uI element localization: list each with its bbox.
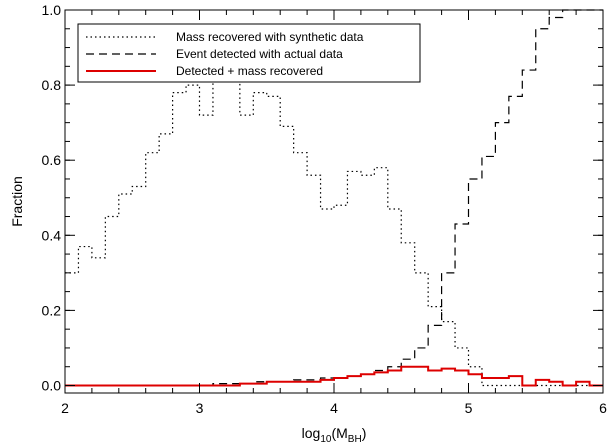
x-axis-label-open: (M (331, 425, 347, 441)
x-tick-label: 2 (61, 400, 69, 416)
legend-label-3: Detected + mass recovered (176, 64, 323, 78)
x-axis-label-sub2: BH (348, 434, 362, 443)
legend: Mass recovered with synthetic data Event … (77, 23, 421, 83)
x-tick-label: 6 (599, 400, 607, 416)
y-tick-label: 0.6 (42, 152, 62, 168)
y-tick-label: 0.8 (42, 77, 62, 93)
x-axis-label-close: ) (362, 425, 367, 441)
x-tick-label: 3 (196, 400, 204, 416)
y-tick-label: 0.2 (42, 302, 62, 318)
ticks-layer (64, 9, 604, 393)
x-axis-label-base: log (302, 425, 321, 441)
legend-items: Mass recovered with synthetic data Event … (86, 30, 364, 78)
labels-layer: 2 3 4 5 6 0.0 0.2 0.4 0.6 0.8 1.0 (42, 2, 608, 416)
x-tick-label: 4 (330, 400, 338, 416)
series-line-1 (65, 76, 603, 387)
x-axis-label-sub: 10 (320, 434, 332, 443)
legend-label-1: Mass recovered with synthetic data (176, 30, 364, 44)
legend-box (77, 23, 421, 83)
series-layer (65, 9, 603, 387)
y-tick-label: 0.4 (42, 227, 62, 243)
legend-label-2: Event detected with actual data (176, 47, 343, 61)
y-tick-label: 0.0 (42, 377, 62, 393)
y-axis-label: Fraction (9, 176, 25, 227)
x-tick-label: 5 (465, 400, 473, 416)
series-line-3 (65, 365, 603, 387)
x-axis-label: log10(MBH) (302, 425, 367, 443)
y-tick-label: 1.0 (42, 2, 62, 18)
